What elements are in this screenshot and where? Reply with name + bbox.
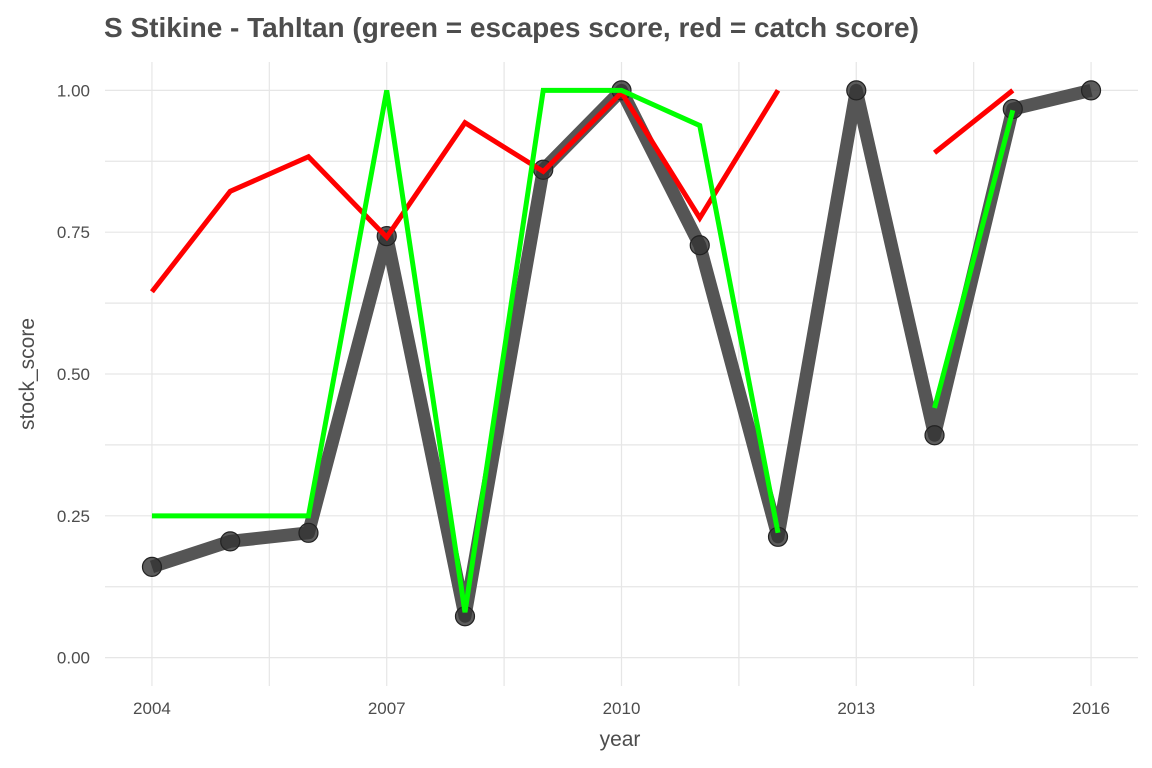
series-catch-score: [149, 88, 1015, 294]
stock-score-point: [689, 235, 710, 256]
grid-lines: [105, 62, 1138, 686]
x-tick-label: 2016: [1072, 699, 1110, 718]
catch-score-line: [932, 88, 1015, 155]
stock-score-point: [141, 556, 163, 577]
stock-score-point: [1080, 80, 1102, 101]
stock-score-point: [846, 80, 867, 101]
series-layer: [141, 80, 1102, 627]
y-tick-label: 0.75: [57, 223, 90, 242]
catch-score-line: [149, 88, 781, 294]
escapes-score-line: [151, 87, 781, 613]
y-tick-label: 1.00: [57, 81, 90, 100]
x-tick-label: 2010: [603, 699, 641, 718]
x-tick-label: 2004: [133, 699, 171, 718]
y-axis-ticks: 0.00 0.25 0.50 0.75 1.00: [57, 81, 90, 667]
x-tick-label: 2013: [837, 699, 875, 718]
y-axis-label: stock_score: [16, 318, 39, 430]
y-tick-label: 0.50: [57, 365, 90, 384]
x-tick-label: 2007: [368, 699, 406, 718]
x-axis-ticks: 2004 2007 2010 2013 2016: [133, 699, 1110, 718]
y-tick-label: 0.25: [57, 507, 90, 526]
y-tick-label: 0.00: [57, 649, 90, 668]
stock-score-point: [924, 425, 945, 446]
series-escapes-score: [151, 87, 1016, 613]
chart-title: S Stikine - Tahltan (green = escapes sco…: [104, 12, 919, 43]
stock-score-point: [220, 531, 241, 552]
x-axis-label: year: [600, 728, 641, 751]
stock-score-point: [298, 522, 319, 543]
escapes-score-line: [932, 109, 1016, 409]
